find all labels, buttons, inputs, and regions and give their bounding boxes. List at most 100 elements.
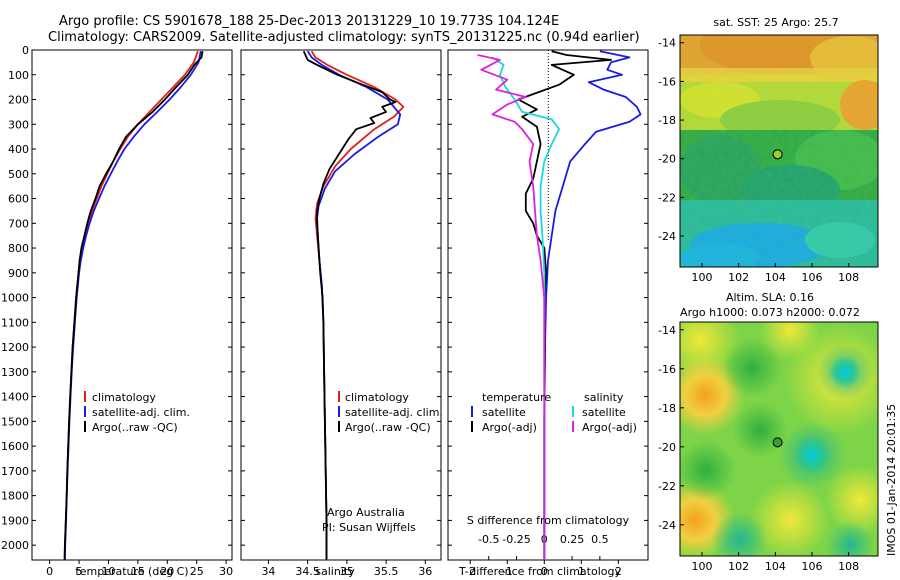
profile-line-argo xyxy=(302,50,397,560)
depth-tick-label: 1400 xyxy=(1,391,29,404)
lon-tick-label: 100 xyxy=(692,271,713,284)
legend-salinity-heading: salinity xyxy=(584,391,624,404)
lat-tick-label: -24 xyxy=(658,230,676,243)
difference-profiles xyxy=(448,50,648,560)
s-tick-label: 0.25 xyxy=(560,533,585,546)
lon-tick-label: 106 xyxy=(802,560,823,573)
lon-tick-label: 108 xyxy=(838,560,859,573)
x-tick-label: 36 xyxy=(418,565,432,578)
lon-tick-label: 102 xyxy=(728,560,749,573)
x-tick-label: -2 xyxy=(465,565,476,578)
x-tick-label: 15 xyxy=(131,565,145,578)
depth-tick-label: 600 xyxy=(8,193,29,206)
legend-argo-swatch xyxy=(84,421,86,432)
pi-annotation: PI: Susan Wijffels xyxy=(322,521,416,534)
lon-tick-label: 104 xyxy=(765,271,786,284)
depth-tick-label: 1500 xyxy=(1,415,29,428)
sla-map-title-2: Argo h1000: 0.073 h2000: 0.072 xyxy=(680,306,860,319)
depth-tick-label: 1000 xyxy=(1,292,29,305)
lat-tick-label: -18 xyxy=(658,402,676,415)
difference-panel: -2 -1 0 1 2 -0.5 -0.25 0 0.25 0.5 S difference f… xyxy=(447,49,649,578)
depth-tick-label: 500 xyxy=(8,168,29,181)
depth-tick-label: 400 xyxy=(8,143,29,156)
x-tick-label: 30 xyxy=(219,565,233,578)
x-tick-label: 34 xyxy=(261,565,275,578)
depth-axis-ticks: 0 100 200 300 400 500 600 700 800 900 1000 1100 1200… xyxy=(1,44,29,552)
legend-temperature-heading: temperature xyxy=(482,391,551,404)
imos-timestamp: IMOS 01-Jan-2014 20:01:35 xyxy=(885,404,898,556)
legend-t-argo-swatch xyxy=(471,421,473,432)
depth-tick-label: 200 xyxy=(8,94,29,107)
lon-tick-label: 106 xyxy=(802,271,823,284)
salinity-panel: 34 34.5 35 35.5 36 salinity climatology sate… xyxy=(240,49,443,578)
x-tick-label: 20 xyxy=(160,565,174,578)
sst-map-title: sat. SST: 25 Argo: 25.7 xyxy=(713,16,838,29)
profile-line-t-satellite xyxy=(543,50,642,560)
s-tick-label: 0.5 xyxy=(591,533,609,546)
lon-tick-label: 108 xyxy=(838,271,859,284)
s-difference-axis-ticks: -0.5 -0.25 0 0.25 0.5 xyxy=(478,533,609,560)
temperature-axis-ticks: 0 5 10 15 20 25 30 xyxy=(46,560,233,578)
salinity-axis-ticks: 34 34.5 35 35.5 36 xyxy=(261,560,432,578)
sla-map-frame xyxy=(679,321,879,557)
depth-tick-label: 800 xyxy=(8,242,29,255)
legend-argo-label: Argo(..raw -QC) xyxy=(345,421,431,434)
salinity-axis-label: salinity xyxy=(315,565,355,578)
profile-line-argo xyxy=(63,51,204,560)
depth-tick-label: 1300 xyxy=(1,366,29,379)
figure-title-line2: Climatology: CARS2009. Satellite-adjuste… xyxy=(48,30,640,45)
legend-s-satellite-label: satellite xyxy=(582,406,626,419)
temperature-profiles xyxy=(32,50,232,560)
legend-climatology-label: climatology xyxy=(92,391,156,404)
legend-s-satellite-swatch xyxy=(572,406,574,417)
legend-t-satellite-swatch xyxy=(471,406,473,417)
lon-tick-label: 100 xyxy=(692,560,713,573)
temperature-axis-label: temperature (deg C) xyxy=(75,565,188,578)
depth-tick-label: 1600 xyxy=(1,440,29,453)
depth-tick-label: 900 xyxy=(8,267,29,280)
depth-tick-label: 1900 xyxy=(1,514,29,527)
x-tick-label: 5 xyxy=(76,565,83,578)
profile-line-satellite-adj-clim- xyxy=(64,51,202,560)
legend-argo-swatch xyxy=(338,421,340,432)
depth-tick-label: 1200 xyxy=(1,341,29,354)
sla-map-axis-ticks: 100 102 104 106 108 -14 -16 -18 -20 -22 -24 xyxy=(658,324,859,573)
depth-tick-label: 700 xyxy=(8,217,29,230)
temperature-legend: climatology satellite-adj. clim. Argo(..… xyxy=(84,391,190,434)
profile-line-climatology xyxy=(63,50,199,560)
x-tick-label: 10 xyxy=(101,565,115,578)
x-tick-label: 34.5 xyxy=(295,565,320,578)
sst-map-axis-ticks: 100 102 104 106 108 -14 -16 -18 -20 -22 -24 xyxy=(658,37,859,284)
lon-tick-label: 104 xyxy=(765,560,786,573)
profile-line-s-argo xyxy=(477,54,546,560)
sla-map-image xyxy=(680,322,878,556)
legend-climatology-label: climatology xyxy=(345,391,409,404)
legend-t-satellite-label: satellite xyxy=(482,406,526,419)
depth-tick-label: 1100 xyxy=(1,316,29,329)
legend-s-argo-label: Argo(-adj) xyxy=(582,421,637,434)
temperature-panel: 0100200300400500600700800900100011001200… xyxy=(1,44,233,578)
depth-tick-label: 300 xyxy=(8,118,29,131)
x-tick-label: 35.5 xyxy=(374,565,399,578)
s-tick-label: -0.5 xyxy=(478,533,499,546)
lat-tick-label: -14 xyxy=(658,37,676,50)
argo-float-marker xyxy=(772,149,783,160)
lat-tick-label: -16 xyxy=(658,75,676,88)
depth-tick-label: 1800 xyxy=(1,490,29,503)
difference-legend: temperature satellite Argo(-adj) salinit… xyxy=(471,391,637,434)
depth-tick-label: 2000 xyxy=(1,539,29,552)
depth-tick-label: 0 xyxy=(22,44,29,57)
legend-t-argo-label: Argo(-adj) xyxy=(482,421,537,434)
lat-tick-label: -16 xyxy=(658,363,676,376)
profile-line-satellite-adj-clim- xyxy=(306,50,402,560)
lat-tick-label: -18 xyxy=(658,114,676,127)
profile-line-t-argo xyxy=(517,50,612,560)
difference-plot-frame xyxy=(447,49,649,561)
temperature-plot-frame xyxy=(31,49,233,561)
legend-s-argo-swatch xyxy=(572,421,574,432)
depth-tick-label: 1700 xyxy=(1,465,29,478)
legend-satellite-label: satellite-adj. clim. xyxy=(345,406,443,419)
x-tick-label: 35 xyxy=(340,565,354,578)
argo-float-marker xyxy=(772,437,783,448)
